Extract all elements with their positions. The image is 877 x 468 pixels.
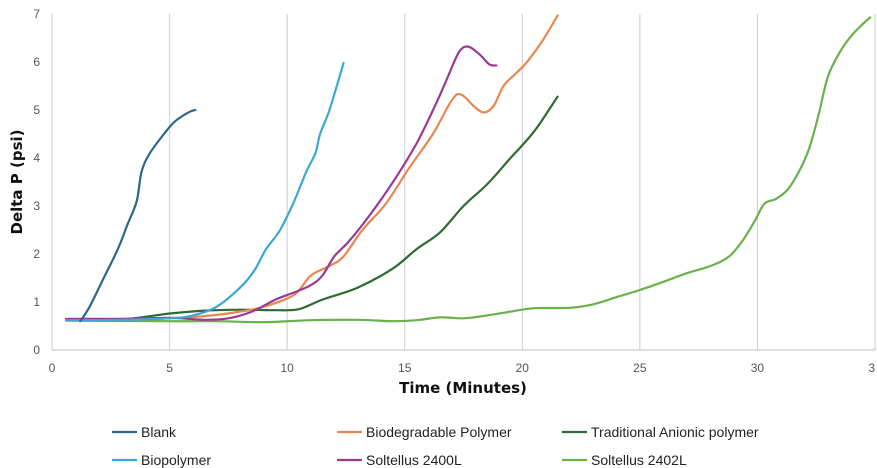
legend-label: Soltellus 2402L [591,452,687,468]
legend-item-blank: Blank [112,424,177,440]
gridlines [51,14,876,350]
x-tick-label: 20 [516,361,530,375]
series-line-soltellus-2400l [65,45,498,321]
x-tick-label: 30 [751,361,765,375]
y-tick-label: 7 [33,7,40,21]
y-tick-label: 1 [33,295,40,309]
legend-item-soltellus-2400l: Soltellus 2400L [337,452,462,468]
x-tick-label: 0 [49,361,56,375]
legend-label: Biopolymer [141,452,211,468]
series-line-biopolymer [65,61,345,322]
legend-item-soltellus-2402l: Soltellus 2402L [562,452,687,468]
y-axis-title: Delta P (psi) [8,129,26,234]
legend-label: Blank [141,424,177,440]
x-tick-label: 5 [166,361,173,375]
x-tick-label: 15 [398,361,412,375]
x-axis-title: Time (Minutes) [399,379,527,397]
y-tick-label: 0 [33,343,40,357]
legend-label: Soltellus 2400L [366,452,462,468]
series-lines [65,14,872,324]
legend-item-biodegradable-polymer: Biodegradable Polymer [337,424,512,440]
y-tick-labels: 0 1 2 3 4 5 6 7 [33,7,40,357]
legend-item-biopolymer: Biopolymer [112,452,211,468]
series-line-traditional-anionic-polymer [65,95,559,321]
legend-item-traditional-anionic-polymer: Traditional Anionic polymer [562,424,759,440]
y-tick-label: 5 [33,103,40,117]
y-tick-label: 4 [33,151,40,165]
legend-label: Traditional Anionic polymer [591,424,759,440]
legend-label: Biodegradable Polymer [366,424,512,440]
x-tick-labels: 0 5 10 15 20 25 30 3 [49,361,876,375]
x-tick-label: 3 [868,361,875,375]
y-tick-label: 2 [33,247,40,261]
series-line-biodegradable-polymer [65,14,559,322]
y-tick-label: 3 [33,199,40,213]
x-tick-label: 25 [633,361,647,375]
y-tick-label: 6 [33,55,40,69]
legend: Blank Biodegradable Polymer Traditional An… [112,424,759,468]
series-line-blank [79,108,197,323]
x-tick-label: 10 [280,361,294,375]
series-line-soltellus-2402l [65,16,872,324]
